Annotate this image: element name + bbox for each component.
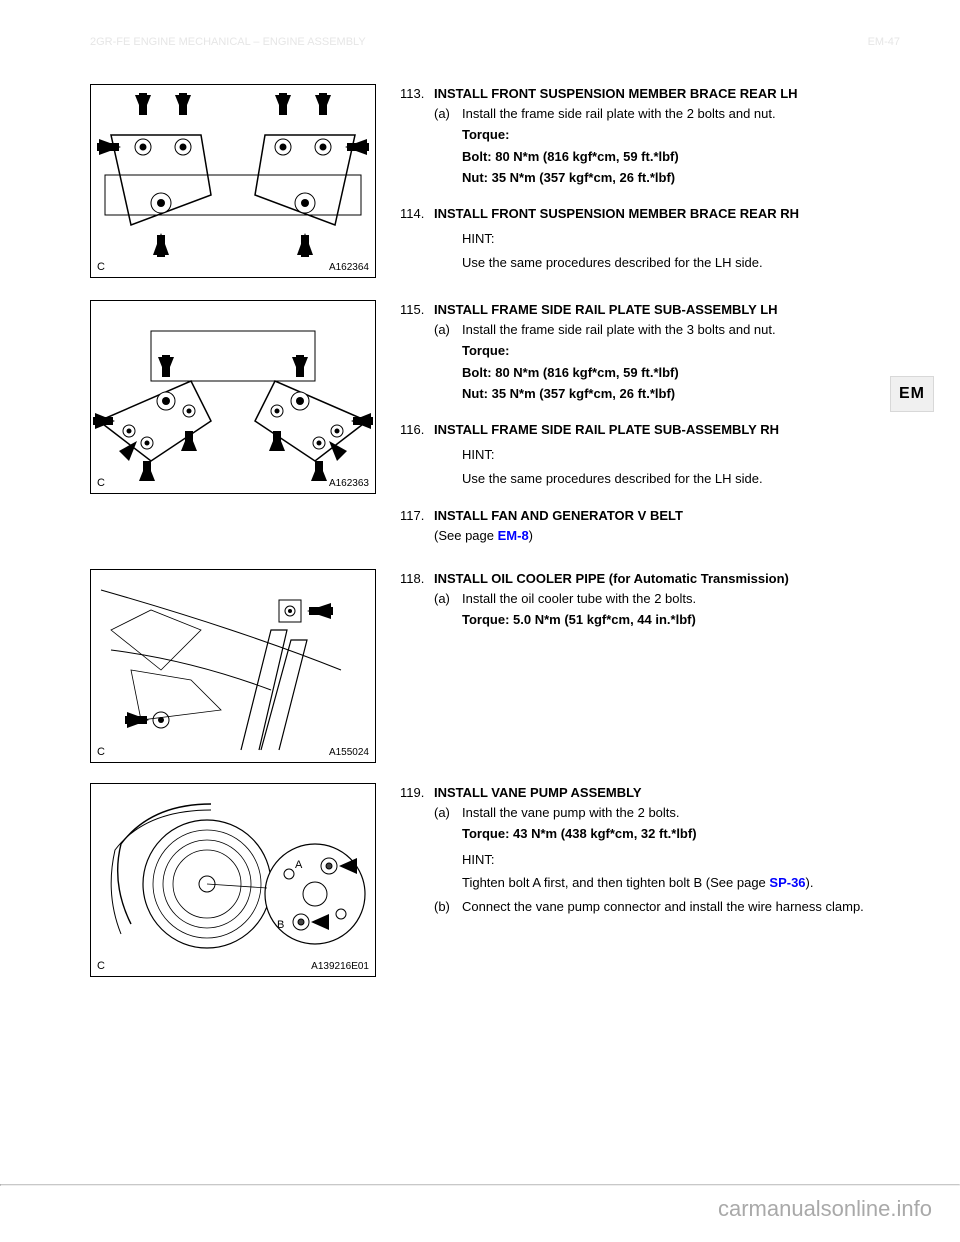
step-117-see-1-end: ): [529, 528, 533, 543]
figure-2-drawing: [91, 301, 375, 493]
step-114-title: INSTALL FRONT SUSPENSION MEMBER BRACE RE…: [434, 204, 900, 224]
step-119-hint-link[interactable]: SP-36: [769, 875, 805, 890]
step-119-sub-a-text: Install the vane pump with the 2 bolts.: [462, 803, 680, 823]
step-115-torque-nut: Nut: 35 N*m (357 kgf*cm, 26 ft.*lbf): [462, 386, 675, 401]
step-113-block: 113. INSTALL FRONT SUSPENSION MEMBER BRA…: [400, 84, 900, 280]
step-114-hint-text: Use the same procedures described for th…: [462, 255, 763, 270]
figure-3: C A155024: [90, 569, 376, 763]
step-117-see-1: (See page: [434, 528, 498, 543]
figure-1: C A162364: [90, 84, 376, 278]
step-118-title: INSTALL OIL COOLER PIPE (for Automatic T…: [434, 569, 900, 589]
step-113-sub-a: (a): [434, 104, 462, 124]
step-116-num: 116.: [400, 420, 434, 493]
step-119-torque: Torque: 43 N*m (438 kgf*cm, 32 ft.*lbf): [462, 826, 697, 841]
step-117-link-1[interactable]: EM-8: [498, 528, 529, 543]
figure-1-c-label: C: [97, 261, 105, 273]
step-113-torque-bolt: Bolt: 80 N*m (816 kgf*cm, 59 ft.*lbf): [462, 149, 679, 164]
step-116-hint-text: Use the same procedures described for th…: [462, 471, 763, 486]
step-118-block: 118. INSTALL OIL COOLER PIPE (for Automa…: [400, 569, 900, 636]
step-113-torque-nut: Nut: 35 N*m (357 kgf*cm, 26 ft.*lbf): [462, 170, 675, 185]
header-left: 2GR-FE ENGINE MECHANICAL – ENGINE ASSEMB…: [90, 36, 366, 48]
figure-4-c-label: C: [97, 960, 105, 972]
step-119-title: INSTALL VANE PUMP ASSEMBLY: [434, 783, 900, 803]
watermark: carmanualsonline.info: [718, 1196, 932, 1222]
step-118-torque: Torque: 5.0 N*m (51 kgf*cm, 44 in.*lbf): [462, 612, 696, 627]
step-119-hint-text-1: Tighten bolt A first, and then tighten b…: [462, 875, 769, 890]
step-116-title: INSTALL FRAME SIDE RAIL PLATE SUB-ASSEMB…: [434, 420, 900, 440]
fig4-label-b: B: [277, 919, 284, 931]
step-115-title: INSTALL FRAME SIDE RAIL PLATE SUB-ASSEMB…: [434, 300, 900, 320]
step-114-hint-label: HINT:: [462, 231, 495, 246]
step-119-sub-b: (b): [434, 897, 462, 917]
step-119-sub-a: (a): [434, 803, 462, 823]
step-116-hint-label: HINT:: [462, 447, 495, 462]
step-119-num: 119.: [400, 783, 434, 918]
figure-3-drawing: [91, 570, 375, 762]
figure-1-drawing: [91, 85, 375, 277]
step-119-block: 119. INSTALL VANE PUMP ASSEMBLY (a) Inst…: [400, 783, 900, 922]
step-117-num: 117.: [400, 506, 434, 545]
step-118-sub-a: (a): [434, 589, 462, 609]
figure-3-id: A155024: [329, 747, 369, 758]
step-115-torque-bolt: Bolt: 80 N*m (816 kgf*cm, 59 ft.*lbf): [462, 365, 679, 380]
footer-divider: [0, 1184, 960, 1186]
step-113-num: 113.: [400, 84, 434, 190]
step-119-hint-text-1-end: ).: [806, 875, 814, 890]
step-114-num: 114.: [400, 204, 434, 277]
figure-2-id: A162363: [329, 478, 369, 489]
step-118-sub-a-text: Install the oil cooler tube with the 2 b…: [462, 589, 696, 609]
step-115-torque-label: Torque:: [462, 343, 509, 358]
step-117-title: INSTALL FAN AND GENERATOR V BELT: [434, 508, 683, 523]
step-119-sub-b-text: Connect the vane pump connector and inst…: [462, 897, 864, 917]
figure-3-c-label: C: [97, 746, 105, 758]
step-119-hint-label: HINT:: [462, 852, 495, 867]
figure-2-c-label: C: [97, 477, 105, 489]
page-header: 2GR-FE ENGINE MECHANICAL – ENGINE ASSEMB…: [90, 36, 900, 48]
step-118-num: 118.: [400, 569, 434, 632]
fig4-label-a: A: [295, 859, 303, 871]
step-115-sub-a-text: Install the frame side rail plate with t…: [462, 320, 776, 340]
step-115-sub-a: (a): [434, 320, 462, 340]
step-113-torque-label: Torque:: [462, 127, 509, 142]
figure-1-id: A162364: [329, 262, 369, 273]
step-113-sub-a-text: Install the frame side rail plate with t…: [462, 104, 776, 124]
header-right: EM-47: [868, 36, 900, 48]
figure-4-drawing: A B: [91, 784, 375, 976]
step-115-block: 115. INSTALL FRAME SIDE RAIL PLATE SUB-A…: [400, 300, 900, 549]
figure-4: A B C A139216E01: [90, 783, 376, 977]
step-115-num: 115.: [400, 300, 434, 406]
step-113-title: INSTALL FRONT SUSPENSION MEMBER BRACE RE…: [434, 84, 900, 104]
figure-4-id: A139216E01: [311, 961, 369, 972]
figure-2: C A162363: [90, 300, 376, 494]
